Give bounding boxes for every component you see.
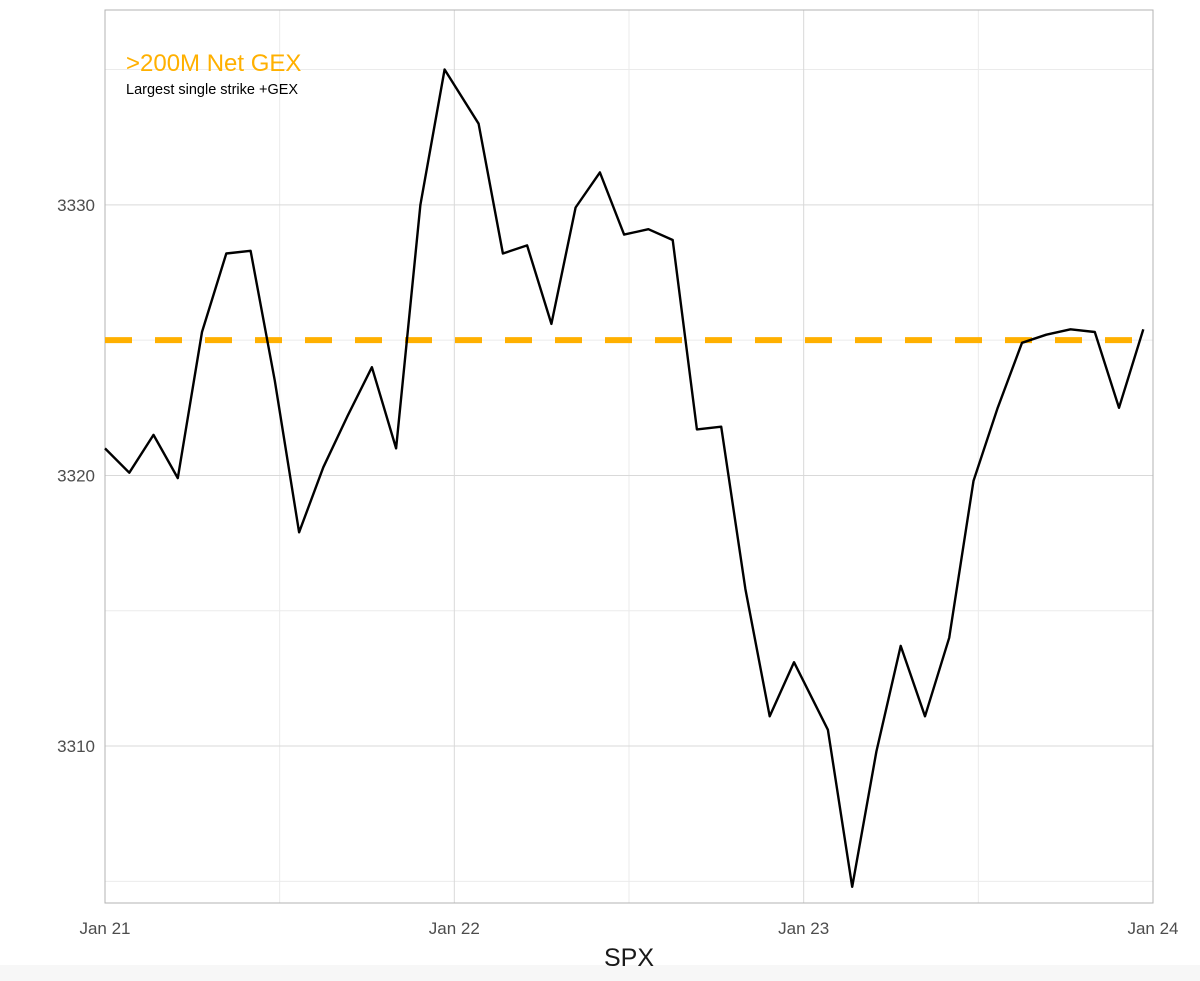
x-tick-label: Jan 23 [778,919,829,938]
x-tick-label: Jan 22 [429,919,480,938]
y-tick-label: 3310 [57,737,95,756]
panel-border [104,9,1154,904]
x-axis-label: SPX [604,944,654,972]
x-tick-label: Jan 24 [1127,919,1178,938]
x-tick-label: Jan 21 [79,919,130,938]
y-tick-label: 3320 [57,466,95,485]
annotation-subtitle: Largest single strike +GEX [126,82,298,98]
y-tick-label: 3330 [57,196,95,215]
x-axis-ticks: Jan 21 Jan 22 Jan 23 Jan 24 [79,919,1178,938]
bottom-band [0,965,1200,981]
annotation-title: >200M Net GEX [126,50,301,77]
spx-price-line [104,68,1145,888]
y-axis-ticks: 3310 3320 3330 [57,196,95,756]
minor-gridlines [105,10,1153,903]
